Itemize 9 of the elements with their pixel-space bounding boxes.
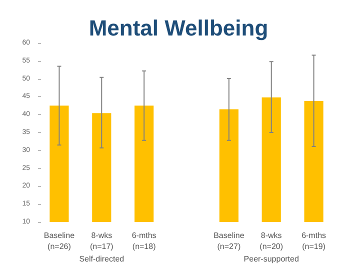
- x-tick-label: Baseline (n=26): [44, 231, 76, 251]
- text: Peer-supported: [244, 254, 299, 264]
- x-tick-label: 8-wks (n=17): [90, 231, 114, 251]
- x-tick-label: 8-wks (n=20): [260, 231, 284, 251]
- x-tick-label: Baseline (n=27): [214, 231, 245, 251]
- text: Self-directed: [79, 254, 124, 264]
- x-tick-label: 6-mths (n=19): [302, 231, 326, 251]
- x-tick-label: 6-mths (n=18): [132, 231, 156, 251]
- chart-title: Mental Wellbeing: [88, 16, 268, 40]
